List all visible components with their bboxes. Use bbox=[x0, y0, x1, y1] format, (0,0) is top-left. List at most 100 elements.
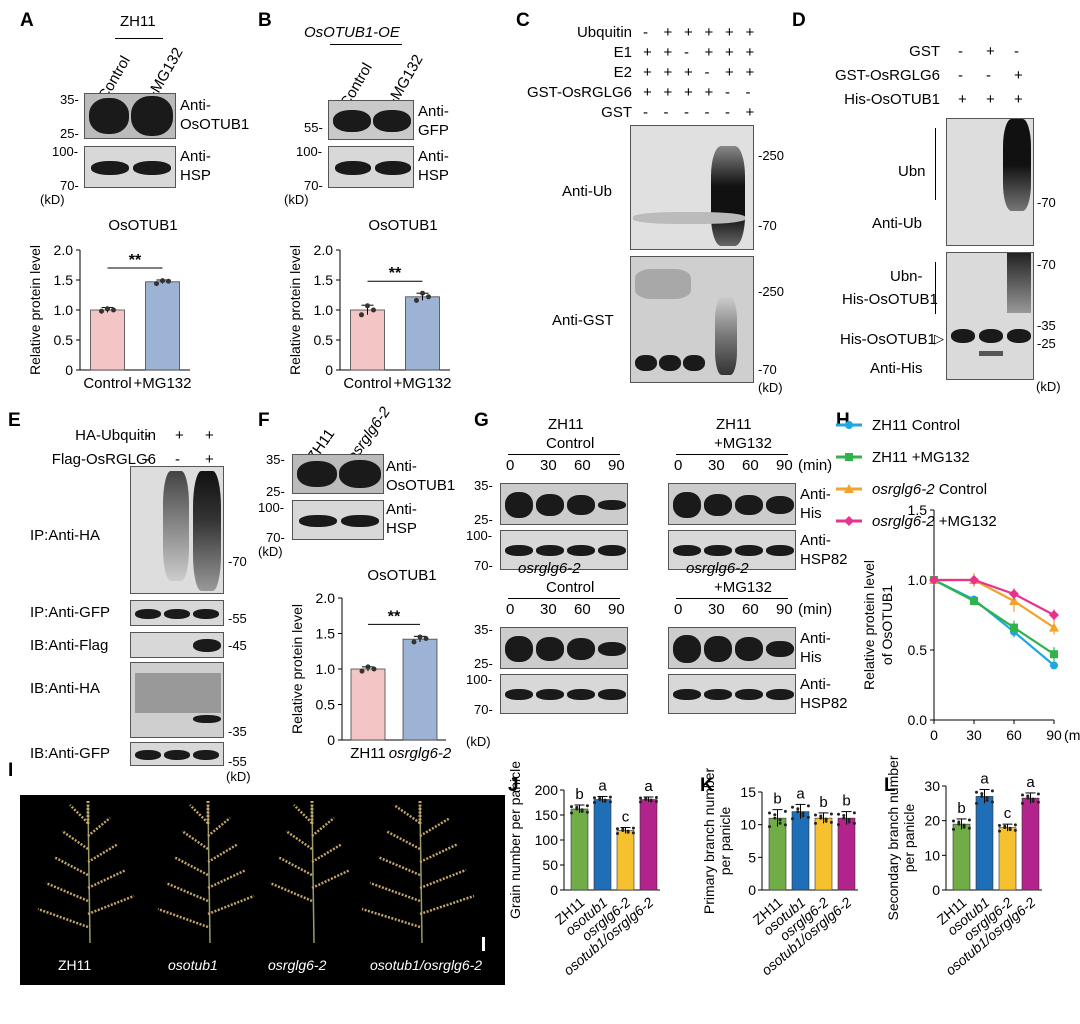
legend-label: ZH11 +MG132 bbox=[872, 449, 970, 466]
c-rows-sign: + bbox=[663, 64, 673, 81]
y-tick-label: 100 bbox=[535, 832, 559, 848]
panel-g-marker: 100- bbox=[466, 528, 493, 543]
panicle-label-double: osotub1/osrglg6-2 bbox=[370, 957, 483, 973]
panel-label-k: K bbox=[700, 775, 714, 796]
data-point bbox=[1003, 826, 1007, 830]
panel-f-ab1: Anti- bbox=[386, 458, 417, 475]
bar bbox=[952, 823, 971, 891]
data-point bbox=[608, 795, 612, 799]
x-tick-label: Control bbox=[343, 375, 391, 392]
d-rows-row-label: His-OsOTUB1 bbox=[844, 91, 940, 108]
y-tick-label: 30 bbox=[924, 778, 940, 794]
data-point bbox=[1031, 797, 1035, 801]
panicle-branch bbox=[419, 868, 467, 890]
panicle-branch bbox=[173, 855, 209, 877]
panel-e-marker-45: -45 bbox=[228, 638, 247, 653]
panel-e-blot-ip-ha bbox=[130, 466, 224, 594]
panel-g-group-sub: +MG132 bbox=[714, 435, 772, 452]
chart-h: ZH11 Control ZH11 +MG132 osrglg6-2 Control… bbox=[836, 417, 1080, 743]
panel-label-c: C bbox=[516, 10, 530, 31]
data-point bbox=[967, 818, 971, 822]
x-tick-label: +MG132 bbox=[394, 375, 452, 392]
y-tick-label: 1.5 bbox=[314, 272, 334, 288]
data-point bbox=[796, 807, 800, 811]
significance-label: ** bbox=[129, 252, 142, 269]
data-point bbox=[585, 810, 589, 814]
y-axis-label: Relative protein level bbox=[287, 245, 303, 375]
panel-e-label-ip-gfp: IP:Anti-GFP bbox=[30, 604, 111, 621]
panel-f-ab2: Anti- bbox=[386, 501, 417, 518]
panicle-branch bbox=[269, 881, 313, 903]
data-point bbox=[969, 575, 979, 585]
d-rows-sign: - bbox=[986, 67, 991, 84]
panicle-branch bbox=[45, 881, 89, 903]
bar bbox=[570, 808, 589, 891]
data-point bbox=[1021, 801, 1024, 805]
data-point bbox=[768, 811, 771, 815]
panel-g-unit: (min) bbox=[798, 601, 833, 618]
y-tick-label: 10 bbox=[924, 847, 940, 863]
panel-a-ab1b: OsOTUB1 bbox=[180, 116, 250, 133]
data-point bbox=[585, 804, 589, 808]
panel-label-l: L bbox=[884, 775, 896, 796]
panel-g-marker: 25- bbox=[474, 656, 493, 671]
y-tick-label: 0 bbox=[65, 362, 73, 378]
series-line bbox=[934, 578, 1055, 616]
panel-g-time: 30 bbox=[540, 601, 557, 618]
panel-d-ubn2-bracket bbox=[935, 262, 936, 314]
data-point bbox=[417, 634, 423, 640]
c-rows-sign: - bbox=[725, 84, 730, 101]
panicle-drawing bbox=[37, 801, 475, 944]
chart-title: OsOTUB1 bbox=[368, 217, 437, 234]
panel-g-blot-his bbox=[668, 627, 796, 669]
panel-a-ab2b: HSP bbox=[180, 167, 211, 184]
bar bbox=[145, 281, 180, 371]
bar bbox=[350, 309, 385, 371]
y-tick-label: 1.0 bbox=[314, 302, 334, 318]
x-tick-label: 0 bbox=[930, 727, 938, 743]
y-tick-label: 200 bbox=[535, 782, 559, 798]
data-point bbox=[819, 816, 823, 820]
data-point bbox=[1026, 794, 1030, 798]
c-rows-sign: - bbox=[725, 104, 730, 121]
panicle-branch bbox=[311, 842, 343, 864]
panel-a-ab1: Anti- bbox=[180, 97, 211, 114]
panel-f-blot-otub1 bbox=[292, 454, 384, 494]
panel-g-ab1b: His bbox=[800, 649, 822, 666]
data-point bbox=[1026, 796, 1030, 800]
c-rows-sign: + bbox=[725, 64, 734, 81]
significance-letter: b bbox=[842, 793, 850, 810]
e-rows-sign: - bbox=[145, 427, 150, 444]
panel-d-marker-kd: (kD) bbox=[1036, 379, 1061, 394]
panicle-branch bbox=[285, 829, 313, 851]
y-tick-label: 0 bbox=[550, 882, 558, 898]
panel-g-blot-his bbox=[500, 483, 628, 525]
legend-label: ZH11 Control bbox=[872, 417, 960, 434]
d-rows-sign: + bbox=[1014, 91, 1023, 108]
panel-g-rule bbox=[676, 598, 788, 599]
x-tick-label: 90 bbox=[1046, 727, 1062, 743]
bar bbox=[1021, 797, 1040, 891]
panicle-stem bbox=[207, 804, 211, 944]
panel-b-ab1: Anti- bbox=[418, 103, 449, 120]
y-axis-label: Secondary branch number bbox=[885, 755, 901, 920]
c-rows-sign: + bbox=[745, 44, 755, 61]
panel-f-marker-100: 100- bbox=[258, 500, 285, 515]
panel-e-marker-35: -35 bbox=[228, 724, 247, 739]
y-tick-label: 15 bbox=[740, 784, 756, 800]
c-rows-sign: + bbox=[684, 64, 693, 81]
panel-a-ab2: Anti- bbox=[180, 148, 211, 165]
bar bbox=[402, 638, 438, 741]
panel-c-blot-ub bbox=[630, 125, 754, 250]
panel-b-marker-100: 100- bbox=[296, 144, 323, 159]
y-tick-label: 1.0 bbox=[316, 661, 336, 677]
panel-a-marker-70: 70- bbox=[60, 178, 79, 193]
y-tick-label: 0 bbox=[932, 882, 940, 898]
y-tick-label: 1.5 bbox=[316, 626, 336, 642]
significance-letter: a bbox=[980, 770, 989, 787]
panel-e-blot-ip-gfp bbox=[130, 600, 224, 626]
panel-b-marker-kd: (kD) bbox=[284, 192, 309, 207]
panicle-branch bbox=[53, 855, 89, 877]
panicle-photo: ZH11 osotub1 osrglg6-2 osotub1/osrglg6-2 bbox=[20, 795, 505, 985]
chart-f: OsOTUB1 0 0.5 1.0 1.5 2.0 Relative protein lev… bbox=[289, 567, 452, 762]
